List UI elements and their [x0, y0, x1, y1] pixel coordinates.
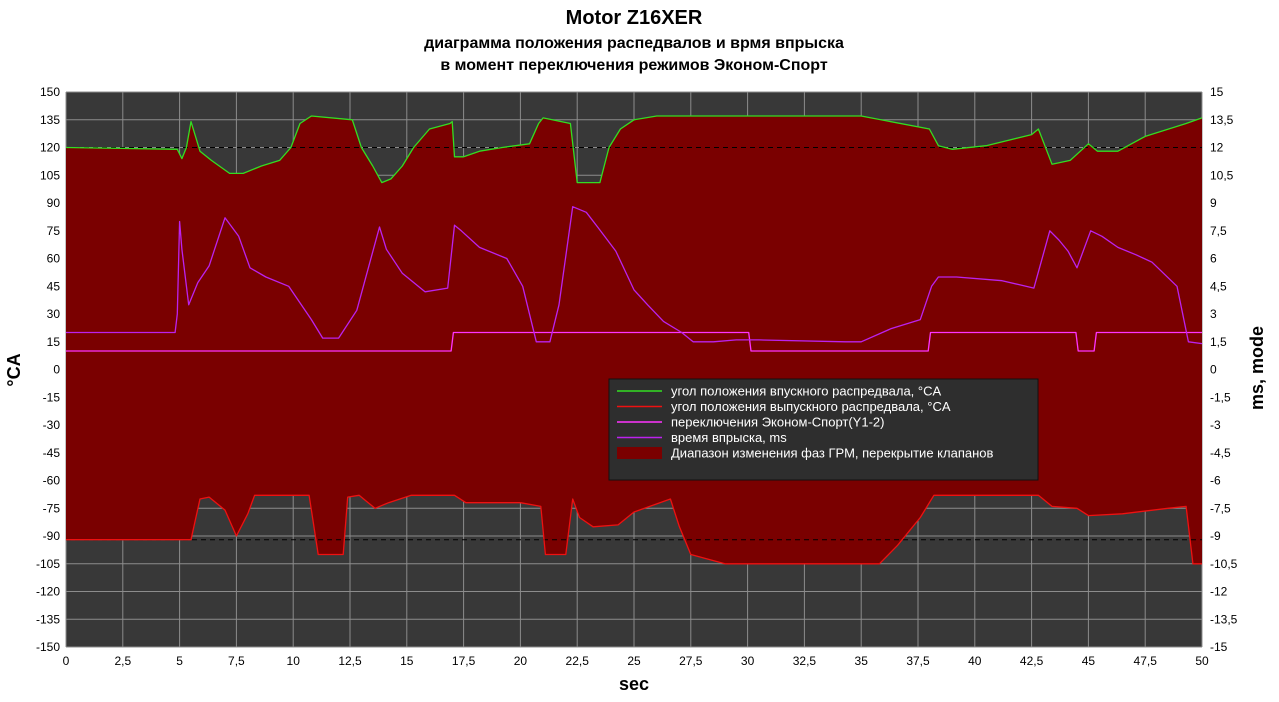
- y-right-tick-label: 12: [1210, 141, 1224, 155]
- x-axis-label: sec: [619, 674, 649, 694]
- y-right-tick-label: -10,5: [1210, 557, 1238, 571]
- y-left-tick-label: -75: [43, 501, 61, 515]
- x-tick-label: 22,5: [566, 654, 590, 668]
- legend: угол положения впускного распредвала, °C…: [608, 378, 1039, 481]
- y-left-tick-label: -150: [36, 640, 60, 654]
- x-tick-label: 27,5: [679, 654, 703, 668]
- x-axis-ticks: 0 2,5 5 7,5 10 12,5 15 17,5 20 22,5 25 27,5 30 32,5 35…: [63, 654, 1209, 668]
- y-left-tick-label: -120: [36, 585, 60, 599]
- y-right-tick-label: 3: [1210, 307, 1217, 321]
- y-right-axis-ticks: 15 13,5 12 10,5 9 7,5 6 4,5 3 1,5 0 -1,5 -3 -4,5 -6 -7,…: [1210, 85, 1238, 654]
- y-right-tick-label: 1,5: [1210, 335, 1227, 349]
- legend-label: Диапазон изменения фаз ГРМ, перекрытие к…: [671, 446, 993, 461]
- x-tick-label: 12,5: [338, 654, 362, 668]
- y-left-axis-ticks: 1501351201059075604530150-15-30-45-60-75…: [36, 85, 60, 654]
- y-right-tick-label: -13,5: [1210, 612, 1238, 626]
- x-tick-label: 17,5: [452, 654, 476, 668]
- y-left-tick-label: 105: [40, 168, 60, 182]
- y-left-tick-label: 120: [40, 141, 60, 155]
- x-tick-label: 37,5: [906, 654, 930, 668]
- y-right-tick-label: 13,5: [1210, 113, 1234, 127]
- y-right-tick-label: -1,5: [1210, 390, 1231, 404]
- x-tick-label: 20: [514, 654, 528, 668]
- y-left-tick-label: -105: [36, 557, 60, 571]
- x-tick-label: 15: [400, 654, 414, 668]
- y-left-tick-label: -135: [36, 612, 60, 626]
- chart-subtitle-line2: в момент переключения режимов Эконом-Спо…: [440, 57, 827, 74]
- x-tick-label: 2,5: [114, 654, 131, 668]
- y-left-tick-label: -90: [43, 529, 61, 543]
- series-layer: [65, 115, 1203, 565]
- legend-label: переключения Эконом-Спорт(Y1-2): [671, 415, 884, 430]
- y-right-tick-label: 9: [1210, 196, 1217, 210]
- reference-lines: [66, 147, 1202, 541]
- y-left-tick-label: 30: [47, 307, 61, 321]
- x-tick-label: 7,5: [228, 654, 245, 668]
- y-right-tick-label: -4,5: [1210, 446, 1231, 460]
- y-right-tick-label: 7,5: [1210, 224, 1227, 238]
- y-right-tick-label: -6: [1210, 474, 1221, 488]
- y-left-tick-label: 0: [53, 363, 60, 377]
- x-tick-label: 0: [63, 654, 70, 668]
- x-tick-label: 30: [741, 654, 755, 668]
- legend-box: [608, 378, 1039, 481]
- y-right-tick-label: -3: [1210, 418, 1221, 432]
- y-left-tick-label: 60: [47, 252, 61, 266]
- injection-time-series: [66, 206, 1203, 345]
- mode-switch-series: [66, 331, 1202, 352]
- legend-label: угол положения выпускного распредвала, °…: [671, 399, 951, 414]
- x-tick-label: 40: [968, 654, 982, 668]
- x-tick-label: 47,5: [1134, 654, 1158, 668]
- x-tick-label: 25: [627, 654, 641, 668]
- x-tick-label: 50: [1195, 654, 1209, 668]
- y-right-tick-label: 0: [1210, 363, 1217, 377]
- y-right-tick-label: 4,5: [1210, 279, 1227, 293]
- legend-label: угол положения впускного распредвала, °C…: [671, 384, 941, 399]
- y-left-tick-label: -45: [43, 446, 61, 460]
- legend-swatch: [617, 447, 662, 459]
- y-left-tick-label: -30: [43, 418, 61, 432]
- x-tick-label: 45: [1082, 654, 1096, 668]
- x-tick-label: 42,5: [1020, 654, 1044, 668]
- x-tick-label: 35: [855, 654, 869, 668]
- chart-title: Motor Z16XER: [566, 7, 703, 29]
- y-left-tick-label: 75: [47, 224, 61, 238]
- x-tick-label: 32,5: [793, 654, 817, 668]
- y-right-tick-label: -9: [1210, 529, 1221, 543]
- y-right-tick-label: -15: [1210, 640, 1228, 654]
- y-right-tick-label: 6: [1210, 252, 1217, 266]
- chart-subtitle-line1: диаграмма положения распедвалов и врмя в…: [424, 35, 844, 52]
- x-tick-label: 10: [287, 654, 301, 668]
- y-right-tick-label: -12: [1210, 585, 1228, 599]
- y-right-tick-label: 15: [1210, 85, 1224, 99]
- y-left-tick-label: 135: [40, 113, 60, 127]
- y-left-tick-label: 45: [47, 279, 61, 293]
- y-left-tick-label: 90: [47, 196, 61, 210]
- y-right-tick-label: -7,5: [1210, 501, 1231, 515]
- exhaust-camshaft-series: [66, 494, 1202, 565]
- y-left-tick-label: -15: [43, 390, 61, 404]
- y-right-axis-label: ms, mode: [1247, 326, 1267, 410]
- legend-label: время впрыска, ms: [671, 430, 787, 445]
- y-left-axis-label: °CA: [4, 353, 24, 386]
- y-left-tick-label: 150: [40, 85, 60, 99]
- y-left-tick-label: 15: [47, 335, 61, 349]
- intake-camshaft-series: [65, 115, 1203, 184]
- y-right-tick-label: 10,5: [1210, 168, 1234, 182]
- y-left-tick-label: -60: [43, 474, 61, 488]
- x-tick-label: 5: [176, 654, 183, 668]
